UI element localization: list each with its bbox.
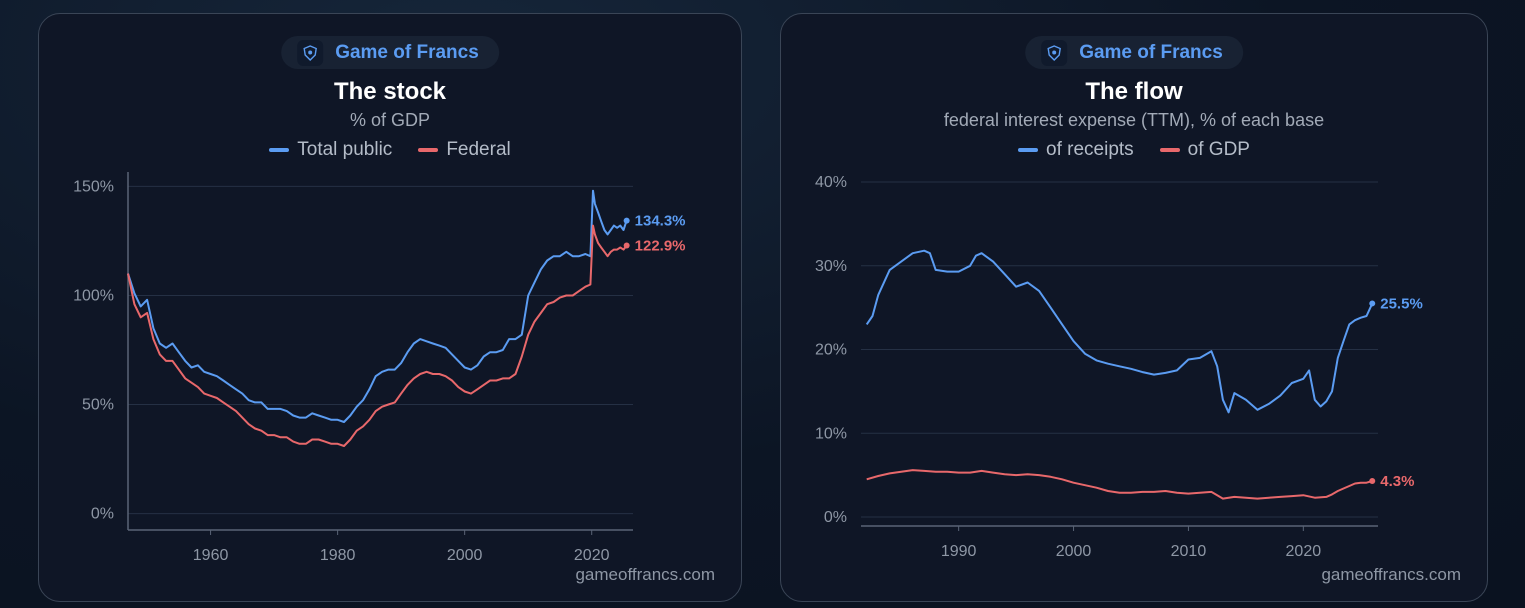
y-tick-label: 40% <box>815 174 847 191</box>
series-end-label: 122.9% <box>635 237 686 254</box>
chart-title: The flow <box>1085 78 1183 105</box>
chart-subtitle: federal interest expense (TTM), % of eac… <box>943 110 1325 130</box>
brand-badge[interactable]: Game of Francs <box>281 36 499 69</box>
series-end-label: 134.3% <box>635 213 686 230</box>
y-tick-label: 100% <box>73 287 114 304</box>
series-line-0 <box>865 249 1374 414</box>
x-tick-label: 2010 <box>1171 543 1207 560</box>
chart-subtitle: % of GDP <box>349 110 431 130</box>
series-end-label: 4.3% <box>1380 473 1414 490</box>
chart-plot-flow: 0% 10% 20% 30% 40% 1990 2000 2010 2020 25.5% 4.3% <box>815 174 1423 560</box>
series-end-label: 25.5% <box>1380 295 1423 312</box>
series-line-0 <box>127 189 628 423</box>
x-tick-label: 2020 <box>1286 543 1322 560</box>
series-end-point <box>1369 300 1376 307</box>
legend-swatch <box>269 148 290 152</box>
chart-plot-stock: 0% 50% 100% 150% 1960 1980 2000 2020 134.3% 122.9… <box>73 172 686 564</box>
x-tick-label: 1980 <box>320 547 356 564</box>
series-end-point <box>623 217 630 224</box>
chart-legend: of receipts of GDP <box>781 139 1487 161</box>
shield-icon <box>1041 39 1068 66</box>
series-line-1 <box>866 469 1373 500</box>
chart-card-flow: Game of Francs The flow federal interest… <box>780 13 1488 602</box>
y-tick-label: 150% <box>73 178 114 195</box>
y-tick-label: 0% <box>91 506 114 523</box>
x-tick-label: 2000 <box>1056 543 1092 560</box>
legend-item-total-public[interactable]: Total public <box>269 139 392 161</box>
brand-name: Game of Francs <box>1079 41 1223 63</box>
legend-label: Total public <box>297 139 393 160</box>
y-tick-label: 30% <box>815 258 847 275</box>
footer-url[interactable]: gameoffrancs.com <box>575 565 715 584</box>
y-tick-label: 10% <box>815 425 847 442</box>
x-tick-label: 2020 <box>574 547 610 564</box>
x-tick-label: 1990 <box>941 543 977 560</box>
legend-swatch <box>418 148 439 152</box>
legend-swatch <box>1018 148 1039 152</box>
legend-item-of-receipts[interactable]: of receipts <box>1018 139 1134 161</box>
legend-label: Federal <box>446 139 511 160</box>
x-tick-label: 1960 <box>193 547 229 564</box>
brand-badge[interactable]: Game of Francs <box>1025 36 1243 69</box>
series-end-point <box>1369 477 1376 484</box>
shield-icon <box>297 39 324 66</box>
x-tick-label: 2000 <box>447 547 483 564</box>
legend-item-of-gdp[interactable]: of GDP <box>1159 139 1250 161</box>
series-end-point <box>623 242 630 249</box>
series-line-1 <box>127 224 628 447</box>
legend-swatch <box>1159 148 1180 152</box>
footer-url[interactable]: gameoffrancs.com <box>1321 565 1461 584</box>
y-tick-label: 0% <box>824 509 847 526</box>
legend-item-federal[interactable]: Federal <box>418 139 511 161</box>
chart-card-stock: Game of Francs The stock % of GDP Total … <box>38 13 742 602</box>
chart-title: The stock <box>333 78 447 105</box>
legend-label: of receipts <box>1046 139 1134 160</box>
y-tick-label: 20% <box>815 342 847 359</box>
chart-legend: Total public Federal <box>39 139 741 161</box>
y-tick-label: 50% <box>82 397 114 414</box>
brand-name: Game of Francs <box>335 41 479 63</box>
legend-label: of GDP <box>1187 139 1250 160</box>
